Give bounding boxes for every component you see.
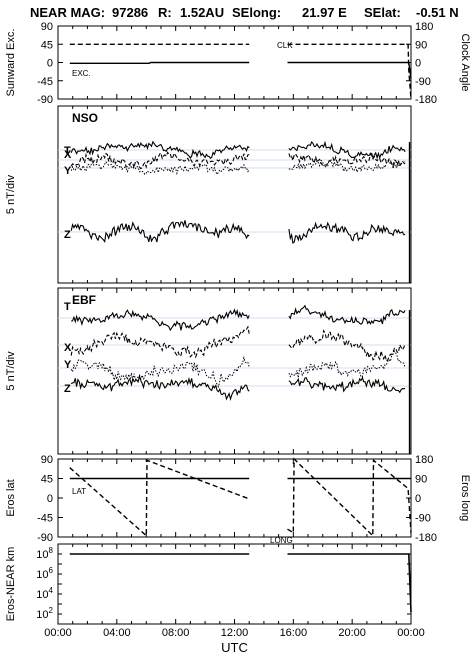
y-tick-label-right: 90	[415, 39, 427, 51]
y-tick-label-right: 180	[415, 454, 433, 466]
panel-label-nso: NSO	[72, 111, 98, 125]
y-tick-label: 108	[36, 546, 53, 561]
annotation-clk: CLK	[277, 41, 293, 50]
component-label-y: Y	[64, 165, 72, 177]
component-label-z: Z	[64, 229, 71, 241]
chart-header: NEAR MAG: 97286 R: 1.52AU SElong: 21.97 E SEla…	[30, 5, 459, 20]
trace-z	[70, 374, 250, 402]
series-line-long	[287, 457, 412, 538]
panel-sunward-clock: 90 180 45 90 0 0 -45 -90 -90 -180 Sunward Exc. Cloc…	[5, 21, 471, 106]
panel-nso-frame	[57, 105, 412, 284]
annotation-exc: EXC.	[72, 69, 91, 78]
panel-eros-lat-long-frame	[57, 458, 412, 538]
y-tick-label-right: -90	[415, 513, 431, 525]
series-line-long	[69, 459, 250, 538]
x-axis: 00:00 04:00 08:00 12:00 16:00 20:00 00:00 UTC	[44, 627, 425, 655]
header-r-value: 1.52AU	[180, 5, 224, 20]
series-line-exc	[287, 61, 412, 79]
header-selong-label: SElong:	[232, 5, 281, 20]
y-tick-label-left: 0	[47, 493, 53, 505]
y-tick-label-left: 90	[41, 454, 53, 466]
component-label-y: Y	[64, 359, 72, 371]
series-line-clk	[287, 43, 412, 100]
y-tick-label-left: 45	[41, 39, 53, 51]
trace-y	[70, 160, 250, 176]
y-axis-label: 5 nT/div	[5, 174, 17, 214]
y-tick-label-left: -90	[37, 94, 53, 106]
trace-x	[288, 329, 406, 363]
trace-z	[288, 376, 406, 394]
y-tick-label-right: 0	[415, 58, 421, 70]
header-date-code: 97286	[112, 5, 148, 20]
header-instrument: NEAR MAG:	[30, 5, 105, 20]
panel-eros-near-range-frame	[57, 543, 412, 625]
x-axis-label: UTC	[221, 640, 248, 655]
header-selat-value: -0.51 N	[416, 5, 459, 20]
y-tick-label-left: -45	[37, 513, 53, 525]
x-tick-label: 00:00	[397, 627, 425, 639]
x-tick-label: 16:00	[280, 627, 308, 639]
panel-nso: 5 nT/div NSO TXY Z	[5, 105, 412, 284]
y-tick-label-right: 90	[415, 474, 427, 486]
y-tick-label-left: -90	[37, 532, 53, 544]
y-tick-label-left: 45	[41, 474, 53, 486]
y-axis-label-left: Eros lat	[5, 479, 17, 516]
component-label-z: Z	[64, 383, 71, 395]
y-tick-label-right: -90	[415, 76, 431, 88]
y-tick-label: 102	[36, 606, 53, 621]
y-axis-label-right: Clock Angle	[459, 33, 471, 91]
x-tick-label: 04:00	[103, 627, 131, 639]
panel-eros-near-range: 108 106 104 102 Eros-NEAR km	[5, 543, 412, 625]
trace-t	[70, 140, 250, 159]
component-label-x: X	[64, 149, 72, 161]
trace-t	[288, 304, 406, 326]
panel-label-ebf: EBF	[72, 293, 96, 307]
y-tick-label-left: 90	[41, 21, 53, 33]
trace-y	[70, 355, 250, 389]
y-axis-label: 5 nT/div	[5, 351, 17, 391]
annotation-lat: LAT	[72, 487, 86, 496]
trace-t	[71, 308, 250, 332]
component-label-t: T	[64, 145, 71, 157]
y-tick-label: 104	[36, 586, 53, 601]
y-axis-label-right: Eros long	[459, 475, 471, 521]
x-tick-label: 08:00	[162, 627, 190, 639]
trace-x	[70, 325, 250, 359]
x-tick-label: 20:00	[338, 627, 366, 639]
trace-x	[70, 151, 250, 170]
y-tick-label-right: -180	[415, 532, 437, 544]
y-tick-label: 106	[36, 566, 53, 581]
annotation-long: LONG	[270, 536, 293, 545]
panel-eros-lat-long: 90 180 45 90 0 0 -45 -90 -90 -180 Eros lat Eros lon…	[5, 454, 471, 545]
y-axis-label: Eros-NEAR km	[5, 547, 17, 622]
series-line-exc	[69, 61, 250, 64]
y-tick-label-left: 0	[47, 58, 53, 70]
x-tick-label: 00:00	[44, 627, 72, 639]
x-tick-label: 12:00	[221, 627, 249, 639]
y-tick-label-right: 180	[415, 21, 433, 33]
y-tick-label-left: -45	[37, 76, 53, 88]
trace-y	[288, 350, 406, 378]
component-label-t: T	[64, 301, 71, 313]
trace-z	[70, 220, 250, 244]
series-line-range	[287, 553, 412, 613]
header-r-label: R:	[158, 5, 172, 20]
header-selong-value: 21.97 E	[302, 5, 347, 20]
trace-x	[288, 152, 406, 168]
y-tick-label-right: 0	[415, 493, 421, 505]
trace-y	[288, 159, 406, 174]
panels: 90 180 45 90 0 0 -45 -90 -90 -180 Sunward Exc. Cloc…	[5, 21, 471, 625]
y-tick-label-right: -180	[415, 94, 437, 106]
y-axis-label-left: Sunward Exc.	[5, 29, 17, 97]
trace-t	[288, 140, 406, 161]
trace-z	[288, 221, 406, 245]
header-selat-label: SElat:	[364, 5, 401, 20]
component-label-x: X	[64, 342, 72, 354]
